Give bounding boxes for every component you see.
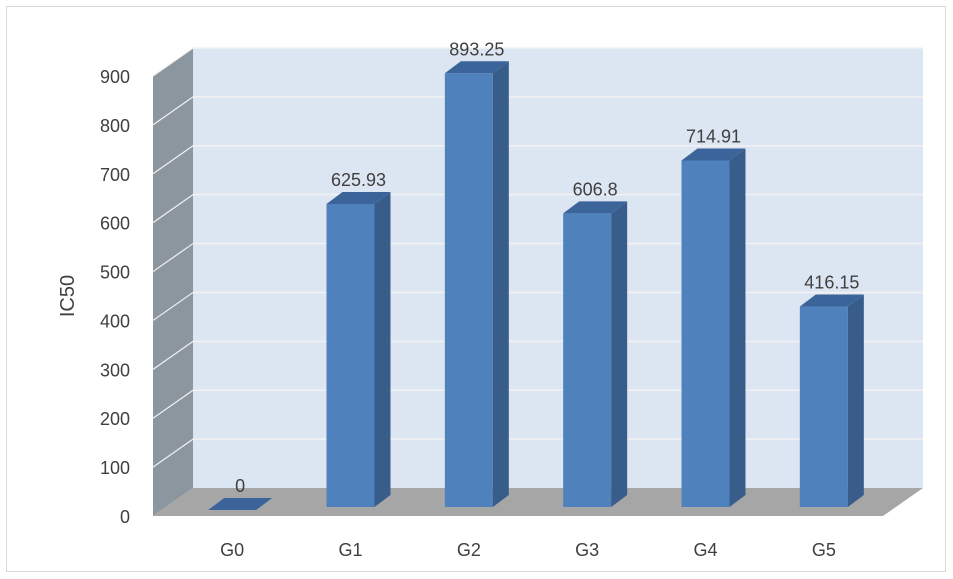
- y-tick-label: 100: [100, 458, 130, 478]
- bar-top: [799, 294, 864, 307]
- data-label: 625.93: [331, 170, 386, 190]
- x-axis-ticks: G0 G1 G2 G3 G4 G5: [220, 540, 836, 560]
- gridline-side: [152, 194, 194, 224]
- bar: [799, 294, 864, 507]
- gridline-side: [152, 96, 194, 126]
- gridline-side: [152, 145, 194, 175]
- y-tick-label: 600: [100, 214, 130, 234]
- y-tick-label: 700: [100, 165, 130, 185]
- bar: [326, 191, 391, 507]
- x-tick-label: G3: [575, 540, 599, 560]
- bar-front: [563, 213, 612, 507]
- data-label: 416.15: [804, 273, 859, 293]
- bar-side: [611, 201, 628, 507]
- bar: [563, 201, 628, 507]
- data-label: 606.8: [573, 179, 618, 199]
- x-tick-label: G4: [693, 540, 717, 560]
- bar-front: [681, 160, 730, 507]
- bar-top: [208, 498, 273, 510]
- data-label: 714.91: [686, 126, 741, 146]
- side-wall: [153, 48, 193, 516]
- x-tick-label: G5: [812, 540, 836, 560]
- data-label: 893.25: [449, 39, 504, 59]
- y-tick-label: 800: [100, 116, 130, 136]
- gridline-side: [152, 243, 194, 273]
- bar: [444, 61, 509, 508]
- bar-front: [444, 73, 493, 508]
- x-tick-label: G2: [457, 540, 481, 560]
- gridline-side: [152, 47, 194, 77]
- bar-top: [563, 201, 628, 214]
- x-tick-label: G1: [338, 540, 362, 560]
- gridline-side: [152, 340, 194, 370]
- bar: [208, 498, 273, 510]
- bar-side: [374, 191, 391, 507]
- y-tick-label: 0: [120, 507, 130, 527]
- y-tick-label: 300: [100, 360, 130, 380]
- y-tick-label: 500: [100, 263, 130, 283]
- y-tick-label: 400: [100, 311, 130, 331]
- y-tick-label: 900: [100, 67, 130, 87]
- data-label: 0: [235, 476, 245, 496]
- gridline-side: [152, 438, 194, 468]
- bar-side: [729, 148, 746, 507]
- y-axis-label: IC50: [57, 275, 79, 317]
- gridline-side: [152, 389, 194, 419]
- bar-top: [326, 191, 391, 204]
- data-labels: 0 625.93 893.25 606.8 714.91 416.15: [235, 39, 859, 496]
- bar-side: [492, 61, 509, 508]
- bar-front: [799, 306, 848, 507]
- gridline-side: [152, 291, 194, 321]
- y-axis-ticks: 0 100 200 300 400 500 600 700 800 900: [100, 67, 130, 527]
- bar: [681, 148, 746, 507]
- bar-top: [681, 148, 746, 161]
- bar-side: [847, 294, 864, 507]
- x-tick-label: G0: [220, 540, 244, 560]
- bar-front: [326, 203, 375, 507]
- y-tick-label: 200: [100, 409, 130, 429]
- bar-top: [444, 61, 509, 74]
- bars: [208, 61, 864, 510]
